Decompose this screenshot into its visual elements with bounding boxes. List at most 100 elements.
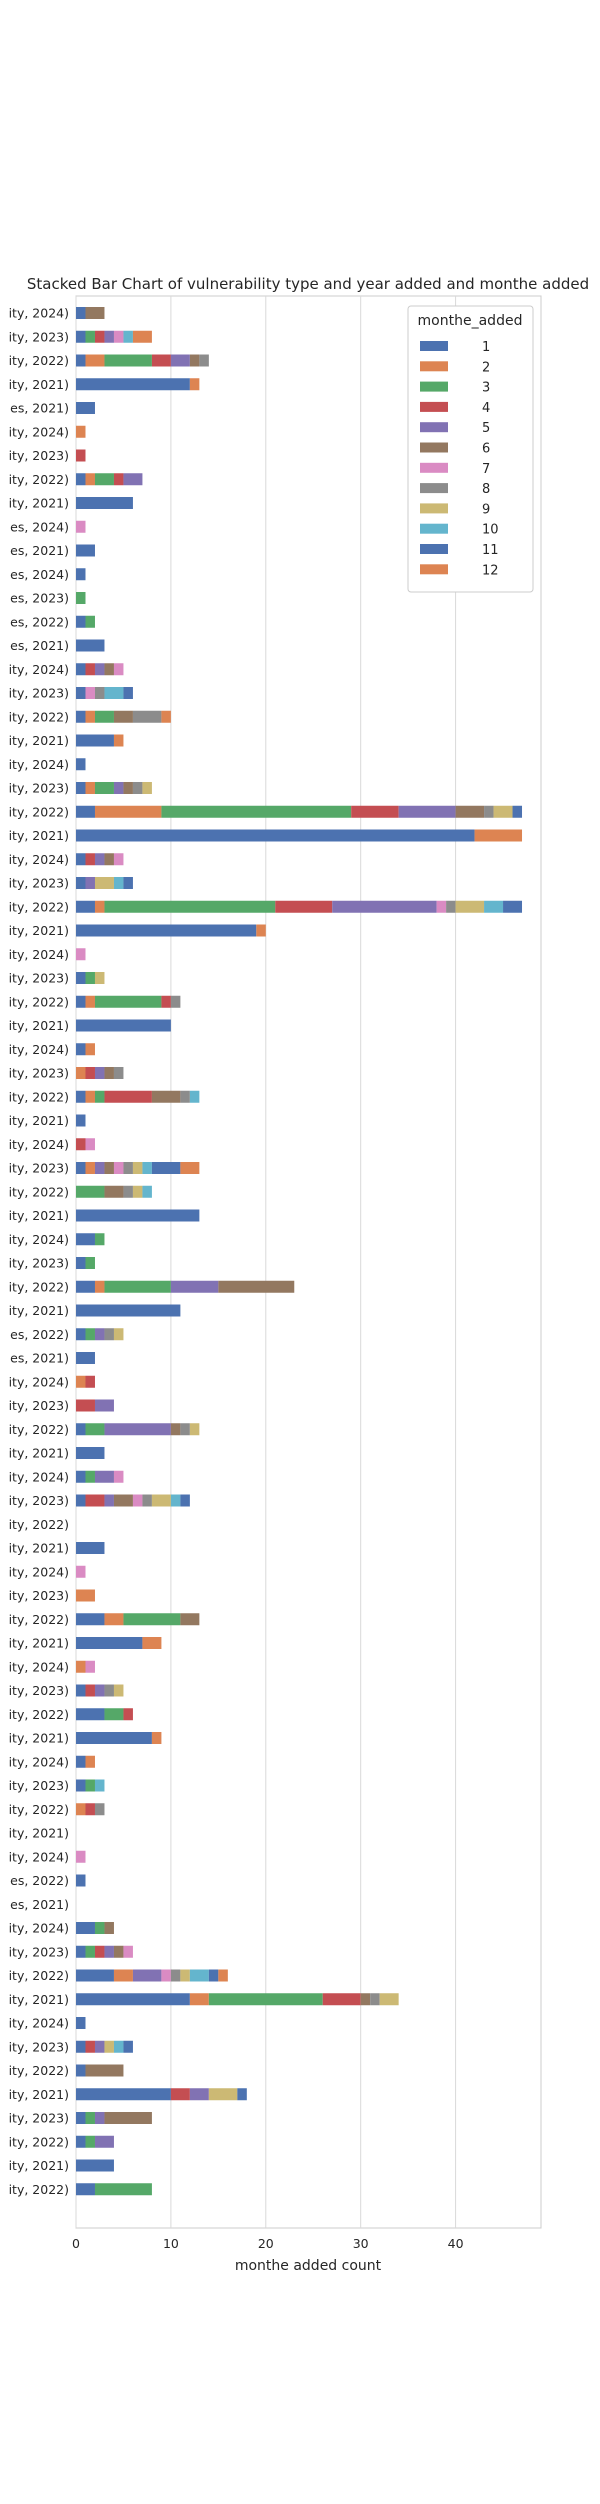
bar-segment bbox=[76, 615, 86, 628]
bar-segment bbox=[94, 687, 105, 699]
bar-segment bbox=[104, 1494, 114, 1507]
bar-segment bbox=[76, 900, 95, 913]
bar-segment bbox=[104, 2040, 114, 2053]
bar-segment bbox=[104, 1090, 152, 1103]
bar-segment bbox=[76, 1328, 86, 1341]
bar-segment bbox=[161, 1969, 171, 1982]
bar-segment bbox=[94, 1470, 114, 1483]
y-tick-label: ity, 2024) bbox=[9, 1137, 69, 1152]
y-tick-label: es, 2022) bbox=[10, 614, 69, 629]
bar-segment bbox=[123, 1613, 181, 1626]
bar-segment bbox=[85, 1328, 95, 1341]
bar-segment bbox=[76, 330, 86, 343]
bar-segment bbox=[161, 710, 171, 723]
bar-segment bbox=[142, 782, 152, 794]
bar-segment bbox=[76, 1969, 114, 1982]
bar-segment bbox=[76, 1209, 200, 1222]
bar-segment bbox=[104, 1684, 114, 1697]
bar-segment bbox=[85, 710, 95, 723]
bar-segment bbox=[76, 2112, 86, 2124]
bar-segment bbox=[104, 1162, 114, 1174]
bar-segment bbox=[76, 1257, 86, 1269]
bar-segment bbox=[76, 1613, 105, 1626]
bar-segment bbox=[76, 1399, 95, 1412]
bar-segment bbox=[76, 520, 86, 533]
bar-segment bbox=[76, 687, 86, 699]
bar-segment bbox=[76, 1874, 86, 1887]
bar-segment bbox=[85, 473, 95, 486]
bar-segment bbox=[218, 1280, 295, 1293]
bar-segment bbox=[180, 1969, 190, 1982]
bar-segment bbox=[85, 2135, 95, 2148]
bar-segment bbox=[123, 687, 133, 699]
bar-segment bbox=[76, 758, 86, 771]
bar-segment bbox=[493, 805, 513, 818]
bar-segment bbox=[189, 1969, 209, 1982]
bar-segment bbox=[76, 1019, 171, 1032]
bar-segment bbox=[76, 1375, 86, 1388]
bar-segment bbox=[123, 473, 143, 486]
bar-segment bbox=[113, 734, 124, 747]
y-tick-label: ity, 2021) bbox=[9, 1541, 69, 1556]
bar-segment bbox=[94, 1280, 105, 1293]
bar-segment bbox=[76, 734, 114, 747]
y-tick-label: ity, 2024) bbox=[9, 1849, 69, 1864]
bar-segment bbox=[113, 1470, 124, 1483]
y-tick-label: es, 2021) bbox=[10, 543, 69, 558]
y-tick-label: ity, 2024) bbox=[9, 1042, 69, 1057]
bar-segment bbox=[76, 1280, 95, 1293]
bar-segment bbox=[76, 829, 475, 842]
bar-segment bbox=[180, 1423, 190, 1436]
legend-item-label: 11 bbox=[482, 543, 499, 558]
y-tick-label: ity, 2023) bbox=[9, 1256, 69, 1271]
legend-swatch bbox=[420, 523, 448, 534]
bar-segment bbox=[76, 497, 133, 509]
y-tick-label: ity, 2023) bbox=[9, 1066, 69, 1081]
y-tick-label: ity, 2023) bbox=[9, 2111, 69, 2126]
bar-segment bbox=[104, 1328, 114, 1341]
legend-item-label: 9 bbox=[482, 502, 490, 517]
bar-segment bbox=[370, 1993, 380, 2006]
bar-segment bbox=[85, 354, 105, 367]
bar-segment bbox=[94, 1684, 105, 1697]
bar-segment bbox=[94, 1945, 105, 1958]
bar-segment bbox=[76, 1352, 95, 1364]
bar-segment bbox=[189, 354, 200, 367]
y-tick-labels: ity, 2024) ity, 2023) ity, 2022) ity, 2021)… bbox=[9, 306, 69, 2197]
bar-segment bbox=[104, 330, 114, 343]
bar-segment bbox=[94, 1328, 105, 1341]
legend-item-label: 8 bbox=[482, 482, 490, 497]
y-tick-label: es, 2021) bbox=[10, 638, 69, 653]
bar-segment bbox=[76, 995, 86, 1008]
bar-segment bbox=[85, 972, 95, 984]
bar-segment bbox=[85, 1375, 95, 1388]
y-tick-label: ity, 2023) bbox=[9, 1493, 69, 1508]
bar-segment bbox=[113, 1328, 124, 1341]
x-tick-label: 40 bbox=[448, 2236, 464, 2251]
bar-segment bbox=[113, 782, 124, 794]
y-tick-label: ity, 2022) bbox=[9, 1612, 69, 1627]
legend-swatch bbox=[420, 341, 448, 351]
x-tick-labels: 0 10 20 30 40 bbox=[72, 2236, 464, 2251]
bar-segment bbox=[76, 1304, 181, 1317]
legend-item-label: 6 bbox=[482, 442, 490, 457]
y-tick-label: ity, 2021) bbox=[9, 923, 69, 938]
y-tick-label: ity, 2021) bbox=[9, 828, 69, 843]
bar-segment bbox=[123, 782, 133, 794]
bar-segment bbox=[76, 924, 257, 937]
bar-segment bbox=[94, 1090, 105, 1103]
bar-segment bbox=[189, 2088, 209, 2101]
bar-segment bbox=[123, 1708, 133, 1721]
bar-segment bbox=[275, 900, 333, 913]
bar-segment bbox=[474, 829, 523, 842]
bar-segment bbox=[123, 1185, 133, 1198]
y-tick-label: ity, 2023) bbox=[9, 1944, 69, 1959]
bar-segment bbox=[85, 1755, 95, 1768]
bar-segment bbox=[85, 663, 95, 676]
bar-segment bbox=[76, 1542, 105, 1554]
legend-item-label: 1 bbox=[482, 340, 490, 355]
bar-segment bbox=[85, 1257, 95, 1269]
y-tick-label: ity, 2023) bbox=[9, 1588, 69, 1603]
bar-segment bbox=[94, 805, 162, 818]
